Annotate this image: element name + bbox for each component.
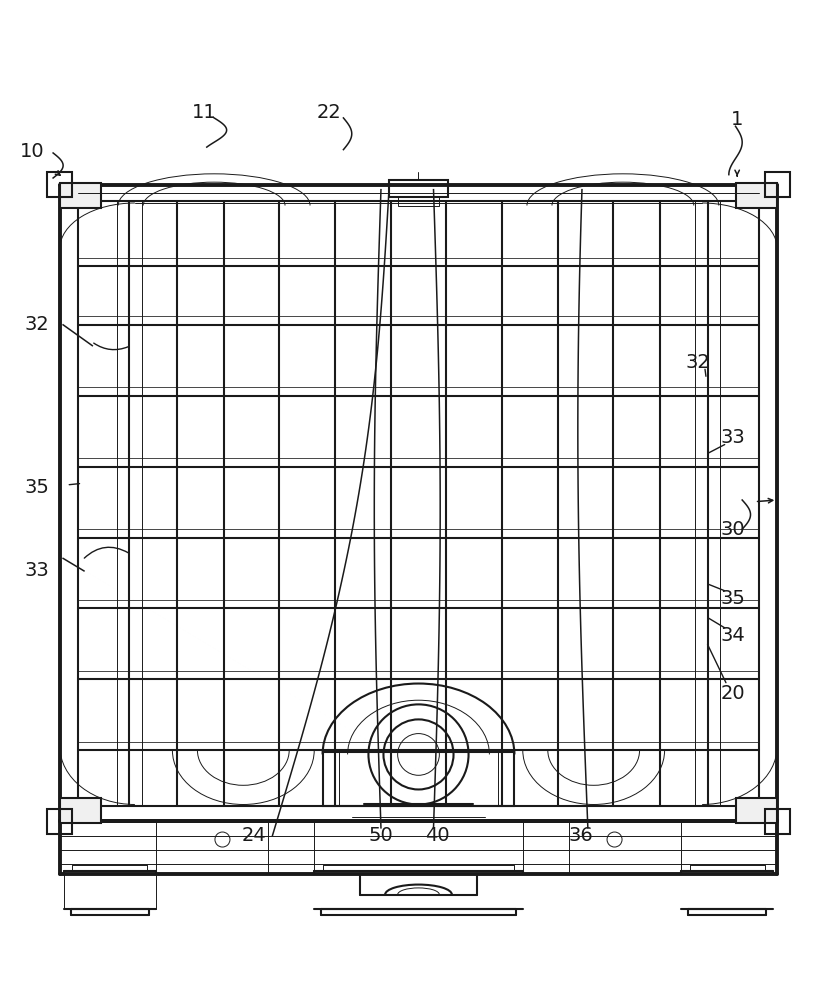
Text: 33: 33 [25, 561, 49, 580]
Bar [322, 752, 514, 806]
Bar [59, 798, 101, 823]
Bar [47, 172, 72, 197]
Text: 33: 33 [720, 428, 744, 447]
Text: 35: 35 [720, 589, 745, 608]
Text: 24: 24 [242, 826, 267, 845]
Bar [389, 180, 447, 197]
Text: 50: 50 [368, 826, 393, 845]
Text: 11: 11 [191, 103, 216, 122]
Text: 35: 35 [25, 478, 49, 497]
Bar [59, 183, 101, 208]
Text: 36: 36 [568, 826, 593, 845]
Text: 22: 22 [316, 103, 341, 122]
Text: 20: 20 [720, 684, 744, 703]
Text: 34: 34 [720, 626, 744, 645]
Text: 32: 32 [685, 353, 710, 372]
Text: 40: 40 [425, 826, 449, 845]
Bar [764, 172, 789, 197]
Text: 1: 1 [731, 110, 743, 129]
Bar [764, 809, 789, 834]
Text: 32: 32 [25, 315, 49, 334]
Bar [735, 798, 777, 823]
Bar [735, 183, 777, 208]
Bar [397, 196, 439, 206]
Bar [47, 809, 72, 834]
Text: 30: 30 [720, 520, 744, 539]
Text: 10: 10 [20, 142, 44, 161]
